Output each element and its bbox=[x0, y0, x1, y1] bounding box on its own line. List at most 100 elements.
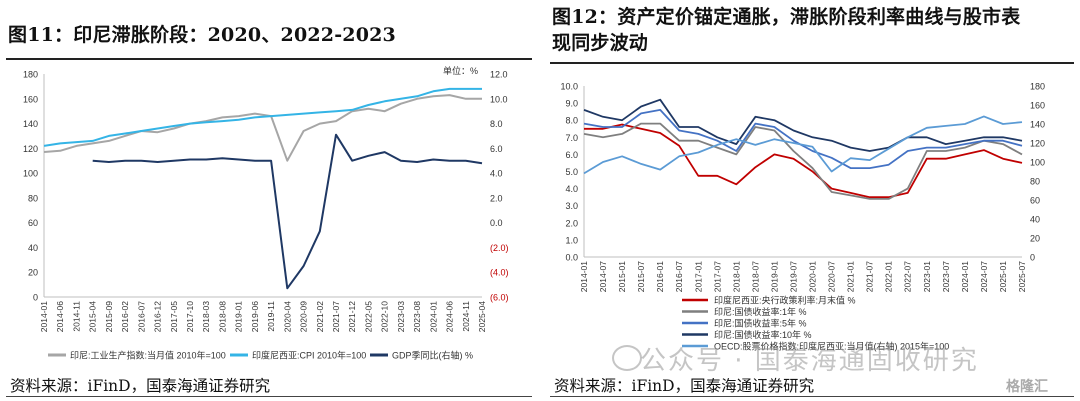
right-axis-tick-label: 4.0 bbox=[490, 169, 503, 179]
x-axis-tick-label: 2022-10 bbox=[380, 301, 390, 332]
x-axis-tick-label: 2023-03 bbox=[396, 301, 406, 332]
x-axis-tick-label: 2017-05 bbox=[169, 301, 179, 332]
x-axis-tick-label: 2014-07 bbox=[598, 261, 608, 292]
x-axis-tick-label: 2020-04 bbox=[282, 301, 292, 332]
left-axis-tick-label: 6.0 bbox=[565, 150, 578, 160]
left-axis-tick-label: 100 bbox=[23, 169, 38, 179]
right-axis-tick-label: 60 bbox=[1030, 196, 1040, 206]
x-axis-tick-label: 2016-01 bbox=[655, 261, 665, 292]
right-axis-tick-label: 40 bbox=[1030, 215, 1040, 225]
x-axis-tick-label: 2017-10 bbox=[185, 301, 195, 332]
right-axis-tick-label: 120 bbox=[1030, 139, 1045, 149]
right-bottom-rule bbox=[550, 396, 1074, 397]
x-axis-tick-label: 2017-07 bbox=[712, 261, 722, 292]
x-axis-tick-label: 2015-07 bbox=[636, 261, 646, 292]
left-axis-tick-label: 8.0 bbox=[565, 116, 578, 126]
x-axis-tick-label: 2014-01 bbox=[579, 261, 589, 292]
right-axis-tick-label: 12.0 bbox=[490, 70, 508, 80]
left-axis-tick-label: 4.0 bbox=[565, 184, 578, 194]
x-axis-tick-label: 2018-07 bbox=[750, 261, 760, 292]
right-figure-title: 图12：资产定价锚定通胀，滞胀阶段利率曲线与股市表 现同步波动 bbox=[552, 4, 1020, 56]
right-axis-tick-label: 0 bbox=[1030, 253, 1035, 263]
right-source-note: 资料来源：iFinD，国泰海通证券研究 bbox=[554, 377, 815, 395]
x-axis-tick-label: 2015-09 bbox=[104, 301, 114, 332]
left-axis-tick-label: 1.0 bbox=[565, 235, 578, 245]
left-axis-tick-label: 160 bbox=[23, 94, 38, 104]
x-axis-tick-label: 2024-07 bbox=[979, 261, 989, 292]
left-axis-tick-label: 120 bbox=[23, 144, 38, 154]
left-axis-tick-label: 80 bbox=[28, 193, 38, 203]
x-axis-tick-label: 2019-01 bbox=[769, 261, 779, 292]
x-axis-tick-label: 2025-01 bbox=[998, 261, 1008, 292]
right-axis-tick-label: (2.0) bbox=[490, 243, 509, 253]
series-line bbox=[583, 109, 1023, 169]
legend-label: 印尼:国债收益率:5年 % bbox=[714, 318, 807, 329]
x-axis-tick-label: 2021-07 bbox=[331, 301, 341, 332]
left-bottom-rule bbox=[6, 396, 532, 397]
right-axis-tick-label: 80 bbox=[1030, 177, 1040, 187]
series-line bbox=[43, 94, 482, 162]
x-axis-tick-label: 2022-01 bbox=[884, 261, 894, 292]
left-axis-tick-label: 9.0 bbox=[565, 99, 578, 109]
left-axis-tick-label: 5.0 bbox=[565, 167, 578, 177]
x-axis-tick-label: 2024-01 bbox=[960, 261, 970, 292]
x-axis-tick-label: 2016-12 bbox=[153, 301, 163, 332]
x-axis-tick-label: 2014-06 bbox=[55, 301, 65, 332]
legend-label: 印尼:国债收益率:1年 % bbox=[714, 306, 807, 317]
x-axis-tick-label: 2021-01 bbox=[846, 261, 856, 292]
left-axis-tick-label: 2.0 bbox=[565, 218, 578, 228]
legend-label: 印度尼西亚:CPI 2010年=100 bbox=[252, 350, 366, 361]
x-axis-tick-label: 2023-01 bbox=[922, 261, 932, 292]
x-axis-tick-label: 2020-09 bbox=[299, 301, 309, 332]
x-axis-tick-label: 2021-07 bbox=[865, 261, 875, 292]
x-axis-tick-label: 2024-01 bbox=[428, 301, 438, 332]
right-axis-tick-label: 0.0 bbox=[490, 218, 503, 228]
x-axis-tick-label: 2018-03 bbox=[201, 301, 211, 332]
right-title-rule bbox=[550, 62, 1074, 64]
x-axis-tick-label: 2018-01 bbox=[731, 261, 741, 292]
x-axis-tick-label: 2024-06 bbox=[445, 301, 455, 332]
x-axis-tick-label: 2017-01 bbox=[693, 261, 703, 292]
left-axis-tick-label: 180 bbox=[23, 70, 38, 80]
x-axis-tick-label: 2025-04 bbox=[477, 301, 487, 332]
x-axis-tick-label: 2016-02 bbox=[120, 301, 130, 332]
series-line bbox=[583, 115, 1023, 175]
x-axis-tick-label: 2019-07 bbox=[788, 261, 798, 292]
legend-label: 印尼:国债收益率:10年 % bbox=[714, 329, 812, 340]
right-axis-tick-label: 8.0 bbox=[490, 119, 503, 129]
x-axis-tick-label: 2020-07 bbox=[827, 261, 837, 292]
legend-label: 印尼:工业生产指数:当月值 2010年=100 bbox=[70, 350, 226, 361]
x-axis-tick-label: 2016-07 bbox=[674, 261, 684, 292]
series-line bbox=[583, 98, 1023, 152]
right-axis-tick-label: 10.0 bbox=[490, 94, 508, 104]
left-axis-tick-label: 40 bbox=[28, 243, 38, 253]
series-line bbox=[92, 133, 483, 290]
series-line bbox=[43, 87, 482, 147]
left-axis-tick-label: 140 bbox=[23, 119, 38, 129]
x-axis-tick-label: 2014-01 bbox=[39, 301, 49, 332]
right-axis-tick-label: 180 bbox=[1030, 82, 1045, 92]
left-source-note: 资料来源：iFinD，国泰海通证券研究 bbox=[10, 377, 271, 395]
left-line-chart: 180 160 140 120 100 80 60 40 20 0 12.0 10.0 8.0 6.0 4.… bbox=[23, 65, 509, 361]
x-axis-tick-label: 2019-11 bbox=[266, 301, 276, 332]
left-axis-tick-label: 0 bbox=[33, 293, 38, 303]
x-axis-tick-label: 2022-05 bbox=[363, 301, 373, 332]
x-axis-tick-label: 2016-07 bbox=[136, 301, 146, 332]
left-figure-panel: 图11：印尼滞胀阶段：2020、2022-2023 180 160 140 120 10… bbox=[0, 0, 538, 401]
legend-label: GDP季同比(右轴) % bbox=[392, 350, 473, 361]
x-axis-tick-label: 2019-01 bbox=[234, 301, 244, 332]
right-axis-tick-label: (4.0) bbox=[490, 268, 509, 278]
x-axis-tick-label: 2020-01 bbox=[808, 261, 818, 292]
right-figure-title-line2: 现同步波动 bbox=[552, 32, 649, 54]
x-axis-tick-label: 2022-07 bbox=[903, 261, 913, 292]
right-figure-title-line1: 图12：资产定价锚定通胀，滞胀阶段利率曲线与股市表 bbox=[552, 6, 1021, 28]
x-axis-tick-label: 2019-06 bbox=[250, 301, 260, 332]
left-axis-tick-label: 60 bbox=[28, 218, 38, 228]
x-axis-tick-label: 2023-07 bbox=[941, 261, 951, 292]
left-axis-tick-label: 0.0 bbox=[565, 253, 578, 263]
x-axis-tick-label: 2021-12 bbox=[347, 301, 357, 332]
watermark-text: 公众号 · 国泰海通固收研究 bbox=[640, 346, 979, 376]
left-axis-tick-label: 10.0 bbox=[560, 82, 578, 92]
right-axis-tick-label: 20 bbox=[1030, 234, 1040, 244]
x-axis-tick-label: 2015-01 bbox=[617, 261, 627, 292]
